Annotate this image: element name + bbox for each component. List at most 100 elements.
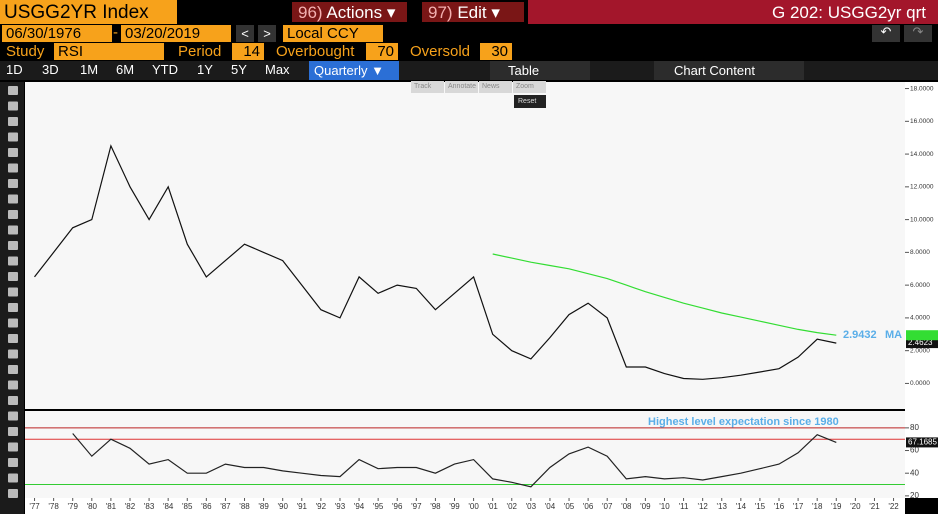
y-tick-label: 0.0000 [910, 380, 930, 387]
series-line [72, 433, 837, 488]
frequency-button[interactable]: Quarterly ▼ [309, 61, 399, 80]
side-tool-icon[interactable] [8, 473, 18, 483]
actions-menu[interactable]: 96) Actions ▾ [292, 2, 407, 22]
range-button[interactable]: 1M [80, 62, 99, 77]
x-tick-label: '22 [888, 502, 899, 511]
x-tick-label: '84 [163, 502, 174, 511]
next-button[interactable]: > [258, 25, 276, 42]
tool-button[interactable]: Zoom [513, 81, 546, 93]
rsi-area [25, 411, 905, 498]
oversold[interactable]: 30 [480, 43, 512, 60]
side-tool-icon[interactable] [8, 256, 18, 266]
x-axis-area [25, 498, 905, 514]
side-tool-icon[interactable] [8, 458, 18, 467]
x-tick-label: '97 [411, 502, 422, 511]
side-tool-icon[interactable] [8, 318, 18, 328]
x-tick-label: '90 [277, 502, 288, 511]
side-tool-icon[interactable] [8, 86, 18, 95]
y-tick-label: 12.0000 [910, 184, 934, 191]
ticker[interactable]: USGG2YR Index [0, 0, 177, 24]
x-tick-label: '88 [239, 502, 250, 511]
range-button[interactable]: 5Y [231, 62, 247, 77]
side-tool-icon[interactable] [8, 411, 18, 421]
x-tick-label: '21 [869, 502, 880, 511]
side-tool-icon[interactable] [8, 225, 18, 235]
menu-label: Actions [326, 3, 383, 22]
x-tick-label: '94 [354, 502, 365, 511]
annotation: Highest level expectation since 1980 [648, 416, 839, 428]
side-tool-icon[interactable] [8, 132, 18, 142]
chart-content-button[interactable]: Chart Content [654, 61, 804, 80]
last-value: 67.1685 [908, 438, 937, 447]
range-button[interactable]: Max [265, 62, 290, 77]
prev-button[interactable]: < [236, 25, 254, 42]
tool-button[interactable]: Annotate [445, 81, 478, 93]
range-button[interactable]: 3D [42, 62, 59, 77]
toolbar: 1D 3D 1M 6M YTD 1Y 5Y Max Quarterly ▼ Table Chart … [0, 61, 938, 80]
currency[interactable]: Local CCY [283, 25, 383, 42]
frequency-label: Quarterly [314, 63, 368, 78]
x-tick-label: '18 [812, 502, 823, 511]
side-tool-icon[interactable] [8, 210, 18, 219]
axis-area [905, 82, 938, 498]
study-label: Study [6, 43, 45, 60]
x-tick-label: '13 [717, 502, 728, 511]
range-button[interactable]: 1Y [197, 62, 213, 77]
edit-menu[interactable]: 97) Edit ▾ [422, 2, 524, 22]
side-tool-icon[interactable] [8, 163, 18, 173]
side-tool-icon[interactable] [8, 396, 18, 405]
range-button[interactable]: YTD [152, 62, 178, 77]
side-tool-icon[interactable] [8, 272, 18, 281]
overbought[interactable]: 70 [366, 43, 398, 60]
last-tag [906, 437, 938, 448]
x-tick-label: '81 [106, 502, 117, 511]
last-tag [906, 338, 938, 349]
range-button[interactable]: 1D [6, 62, 23, 77]
study-name[interactable]: RSI [54, 43, 164, 60]
side-tool-icon[interactable] [8, 427, 18, 436]
side-tool-icon[interactable] [8, 179, 18, 188]
x-tick-label: '92 [316, 502, 327, 511]
redo[interactable]: ↷ [904, 25, 932, 42]
x-tick-label: '20 [850, 502, 861, 511]
x-tick-label: '10 [659, 502, 670, 511]
side-tool-icon[interactable] [8, 194, 18, 204]
x-tick-label: '79 [68, 502, 79, 511]
side-tool-icon[interactable] [8, 117, 18, 126]
y-tick-label: 6.0000 [910, 282, 930, 289]
table-button[interactable]: Table [490, 61, 590, 80]
end-date[interactable]: 03/20/2019 [121, 25, 231, 42]
menu-number: 96) [298, 3, 323, 22]
x-tick-label: '96 [392, 502, 403, 511]
last-value: 2.4623 [908, 338, 933, 347]
x-tick-label: '05 [564, 502, 575, 511]
x-tick-label: '06 [583, 502, 594, 511]
period-label: Period [178, 43, 222, 60]
y-tick-label: 80 [910, 423, 919, 432]
x-tick-label: '09 [640, 502, 651, 511]
range-button[interactable]: 6M [116, 62, 135, 77]
ma-name: MA [885, 329, 902, 341]
side-tool-icon[interactable] [8, 241, 18, 250]
tool-button[interactable]: News [479, 81, 512, 93]
side-tool-icon[interactable] [8, 489, 18, 498]
ma-value: 2.9432 [843, 329, 877, 341]
side-tool-icon[interactable] [8, 380, 18, 390]
side-tool-icon[interactable] [8, 365, 18, 374]
x-tick-label: '19 [831, 502, 842, 511]
side-tool-icon[interactable] [8, 303, 18, 312]
side-tool-icon[interactable] [8, 442, 18, 452]
start-date[interactable]: 06/30/1976 [2, 25, 112, 42]
reset-button[interactable]: Reset [514, 95, 546, 108]
side-tool-icon[interactable] [8, 148, 18, 157]
tool-button[interactable]: Track [411, 81, 444, 93]
side-tool-icon[interactable] [8, 101, 18, 111]
undo[interactable]: ↶ [872, 25, 900, 42]
side-tool-icon[interactable] [8, 349, 18, 359]
x-tick-label: '77 [29, 502, 40, 511]
plot-area [25, 82, 905, 409]
side-tool-icon[interactable] [8, 334, 18, 343]
side-tool-icon[interactable] [8, 287, 18, 297]
period[interactable]: 14 [232, 43, 264, 60]
